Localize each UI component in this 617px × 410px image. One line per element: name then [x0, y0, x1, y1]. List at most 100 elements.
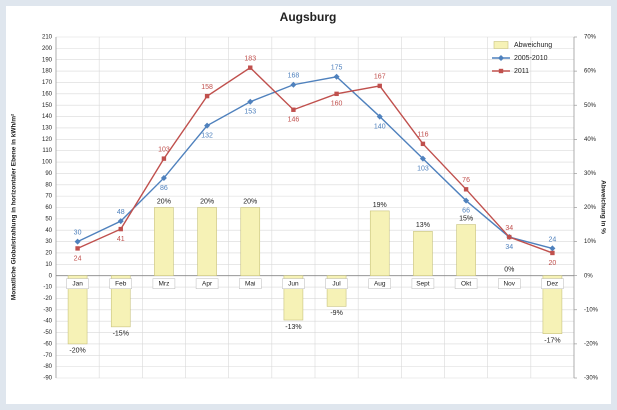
point	[290, 81, 297, 88]
x-tick-label: Okt	[461, 280, 471, 287]
data-label: 103	[417, 165, 429, 172]
y-tick-label: 150	[42, 103, 53, 109]
y-tick-label: 30	[45, 239, 52, 245]
point	[161, 156, 167, 161]
chart-area	[6, 6, 611, 404]
bar-label: 20%	[200, 198, 214, 205]
bar	[67, 275, 88, 345]
point	[550, 250, 555, 256]
bar	[369, 210, 390, 277]
x-tick-box	[66, 278, 89, 289]
point	[160, 174, 167, 181]
x-tick-box	[411, 278, 435, 289]
legend-label: Abweichung	[514, 42, 552, 49]
y2-tick-label: 40%	[584, 137, 597, 143]
x-tick-box	[454, 278, 478, 289]
y-tick-label: 200	[42, 46, 53, 52]
data-label: 175	[331, 65, 343, 72]
x-tick-label: Jul	[332, 280, 341, 287]
data-label: 183	[244, 56, 256, 63]
bar	[542, 275, 563, 334]
x-tick-box	[239, 278, 262, 289]
y-tick-label: -90	[43, 376, 52, 382]
y-tick-label: 10	[45, 262, 52, 268]
y-tick-label: -80	[43, 364, 52, 370]
point	[74, 238, 81, 245]
data-label: 48	[117, 209, 125, 216]
data-label: 103	[158, 146, 170, 153]
y2-tick-label: -30%	[584, 376, 599, 382]
point	[248, 65, 253, 70]
x-tick-box	[325, 278, 348, 289]
y-tick-label: 170	[42, 80, 53, 86]
data-label: 20	[549, 260, 557, 267]
data-label: 153	[244, 109, 256, 116]
y2-tick-label: -10%	[584, 307, 599, 313]
data-label: 116	[417, 132, 428, 139]
point	[204, 93, 210, 99]
bar-label: -13%	[285, 324, 301, 331]
y2-axis-label: Abweichung in %	[599, 180, 606, 234]
legend-label: 2011	[514, 68, 529, 75]
point	[118, 226, 123, 232]
y-tick-label: 160	[42, 91, 53, 97]
bar-label: -17%	[544, 338, 560, 345]
y2-tick-label: 0%	[584, 273, 593, 279]
x-tick-box	[282, 278, 305, 289]
y2-tick-label: 50%	[584, 103, 597, 109]
point	[247, 98, 254, 105]
bar	[413, 231, 433, 276]
x-tick-box	[109, 278, 132, 289]
y-tick-label: 130	[42, 126, 53, 132]
bar-label: 20%	[157, 198, 171, 205]
y-tick-label: -10	[43, 285, 52, 291]
x-tick-box	[152, 278, 176, 289]
point	[204, 122, 211, 129]
x-tick-label: Apr	[202, 280, 213, 287]
y-tick-label: 210	[42, 35, 53, 41]
y-tick-label: -30	[43, 307, 52, 313]
y-tick-label: 180	[42, 69, 53, 75]
data-label: 158	[201, 84, 213, 91]
y-tick-label: 100	[42, 160, 53, 166]
point	[291, 107, 296, 112]
point	[463, 197, 470, 204]
bar	[154, 207, 174, 276]
x-tick-label: Mai	[245, 280, 255, 287]
x-tick-label: Mrz	[158, 280, 169, 287]
x-tick-box	[195, 278, 219, 289]
y-tick-label: -50	[43, 330, 52, 336]
point	[498, 55, 504, 61]
bar-label: -20%	[69, 348, 85, 355]
y2-tick-label: -20%	[584, 341, 599, 347]
data-label: 76	[462, 177, 470, 184]
y-tick-label: 80	[45, 182, 52, 188]
y-tick-label: 70	[45, 194, 52, 200]
point	[420, 141, 426, 147]
chart-title: Augsburg	[280, 10, 337, 24]
bar	[240, 207, 261, 276]
y-tick-label: 0	[49, 273, 53, 279]
y2-tick-label: 30%	[584, 171, 597, 177]
point	[334, 91, 339, 97]
data-label: 34	[505, 244, 513, 251]
y-tick-label: 140	[42, 114, 53, 120]
y-tick-label: -70	[43, 353, 52, 359]
bar-label: 0%	[504, 267, 514, 274]
bar-label: -9%	[330, 310, 342, 317]
data-label: 86	[160, 185, 168, 192]
data-label: 167	[374, 74, 386, 81]
y-tick-label: 90	[45, 171, 52, 177]
bar-label: 13%	[416, 222, 430, 229]
y2-tick-label: 20%	[584, 205, 597, 211]
x-tick-label: Dez	[547, 280, 559, 287]
y-tick-label: 60	[45, 205, 52, 211]
point	[549, 245, 556, 252]
y2-tick-label: 70%	[584, 35, 597, 41]
bar	[456, 224, 476, 277]
point	[507, 234, 512, 240]
point	[377, 83, 382, 89]
bar-label: 19%	[373, 202, 387, 209]
data-label: 24	[549, 236, 557, 243]
